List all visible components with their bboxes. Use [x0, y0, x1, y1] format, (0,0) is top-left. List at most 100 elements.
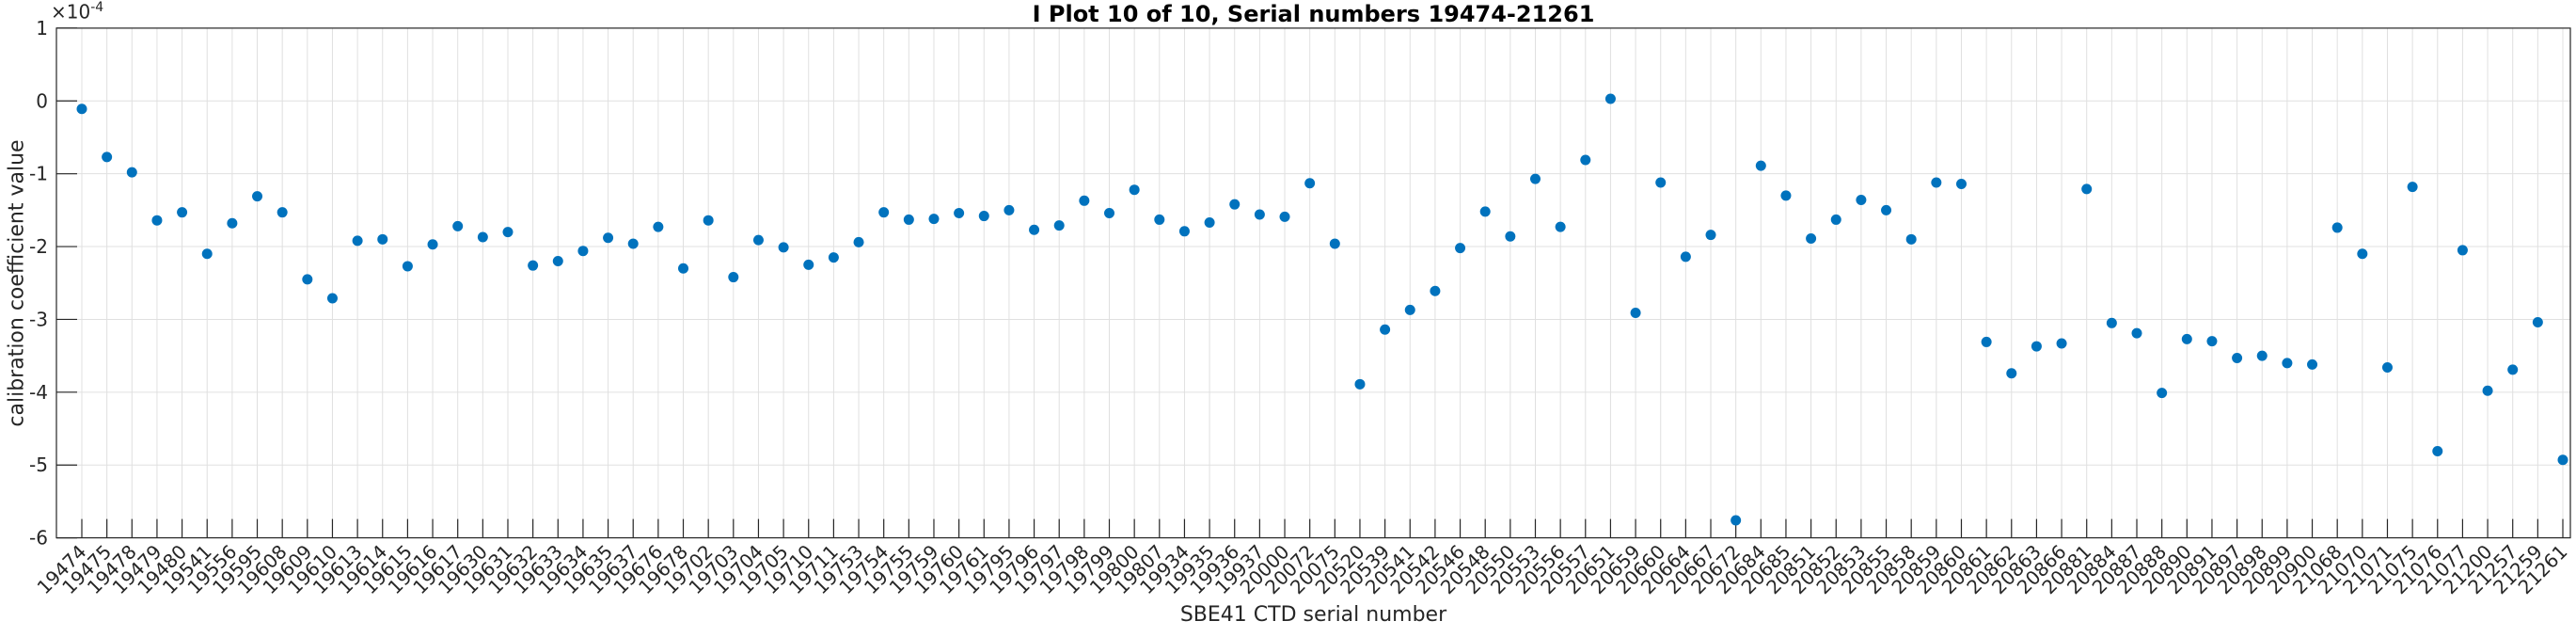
data-point: [1655, 177, 1667, 188]
data-point: [1029, 224, 1040, 235]
data-point: [151, 215, 163, 226]
data-point: [1154, 214, 1165, 225]
data-point: [678, 263, 689, 274]
data-point: [2407, 182, 2418, 193]
data-point: [2232, 352, 2243, 363]
data-point: [2532, 317, 2543, 328]
y-tick-label: -1: [29, 163, 48, 185]
data-point: [252, 191, 263, 202]
data-point: [2206, 336, 2218, 347]
data-point: [126, 167, 137, 178]
exponent-power: -4: [90, 0, 104, 15]
data-point: [452, 220, 464, 231]
data-point: [2482, 385, 2493, 396]
data-point: [2056, 338, 2067, 349]
data-point: [1755, 160, 1766, 171]
data-point: [1931, 177, 1942, 188]
data-point: [728, 272, 739, 283]
data-point: [1178, 226, 1190, 237]
data-point: [928, 214, 940, 225]
data-point: [502, 227, 514, 238]
data-point: [1529, 173, 1541, 184]
data-point: [2357, 248, 2368, 260]
data-point: [76, 104, 87, 115]
data-point: [1079, 195, 1090, 206]
data-point: [878, 207, 890, 218]
data-point: [2557, 454, 2568, 466]
data-point: [427, 239, 438, 250]
data-point: [1104, 207, 1115, 218]
data-point: [752, 234, 764, 246]
y-tick-label: -4: [29, 381, 48, 404]
data-point: [326, 293, 338, 304]
data-point: [1780, 190, 1792, 201]
data-point: [1129, 184, 1140, 196]
data-point: [1981, 336, 1992, 347]
data-point: [1806, 233, 1817, 245]
data-point: [1229, 199, 1241, 210]
data-point: [2381, 362, 2393, 374]
data-point: [1304, 178, 1316, 189]
data-point: [1380, 324, 1391, 335]
data-point: [803, 259, 814, 270]
data-point: [2331, 222, 2343, 233]
data-point: [2432, 446, 2443, 457]
data-point: [603, 232, 614, 244]
data-point: [1404, 304, 1415, 315]
data-point: [552, 256, 563, 267]
data-point: [352, 235, 363, 247]
data-point: [1856, 195, 1867, 206]
data-point: [1580, 154, 1591, 166]
data-point: [1731, 515, 1742, 526]
data-point: [2282, 358, 2293, 369]
data-point: [1053, 220, 1065, 231]
data-point: [1354, 378, 1366, 390]
chart-title: I Plot 10 of 10, Serial numbers 19474-21…: [1032, 1, 1595, 27]
data-point: [2106, 317, 2117, 328]
data-point: [277, 207, 288, 218]
data-point: [903, 214, 914, 225]
data-point: [2157, 388, 2168, 399]
data-point: [978, 211, 989, 222]
y-tick-label: -3: [29, 308, 48, 330]
data-point: [1279, 211, 1290, 222]
plot-box: [55, 27, 2571, 539]
data-point: [853, 236, 864, 247]
data-point: [2131, 327, 2142, 339]
y-tick-label: 0: [36, 89, 48, 112]
data-point: [402, 261, 413, 272]
data-point: [1555, 221, 1566, 232]
data-point: [1630, 307, 1641, 318]
data-point: [778, 242, 789, 253]
data-point: [528, 260, 539, 271]
data-point: [1881, 204, 1892, 215]
data-point: [2006, 368, 2017, 379]
data-point: [477, 231, 488, 243]
y-tick-label: -6: [29, 527, 48, 549]
data-point: [1479, 206, 1491, 217]
data-point: [1204, 217, 1215, 229]
data-point: [2507, 364, 2519, 375]
data-point: [227, 217, 238, 229]
data-point: [1705, 230, 1716, 241]
y-axis-exponent-label: ×10-4: [51, 0, 103, 24]
data-point: [302, 274, 313, 285]
data-point: [201, 248, 213, 260]
y-tick-label: 1: [36, 17, 48, 40]
x-axis-label: SBE41 CTD serial number: [1179, 603, 1447, 627]
data-point: [703, 215, 714, 226]
data-point: [1505, 231, 1516, 242]
data-point: [1254, 209, 1265, 220]
data-point: [954, 207, 965, 218]
data-point: [1680, 251, 1691, 263]
data-point: [1955, 179, 1967, 190]
data-point: [627, 238, 639, 249]
y-tick-label: -2: [29, 235, 48, 258]
data-point: [1830, 214, 1841, 225]
data-point: [1430, 285, 1441, 296]
data-point: [2307, 358, 2318, 370]
data-point: [1329, 238, 1340, 249]
data-point: [1604, 93, 1616, 104]
data-point: [2256, 350, 2268, 361]
